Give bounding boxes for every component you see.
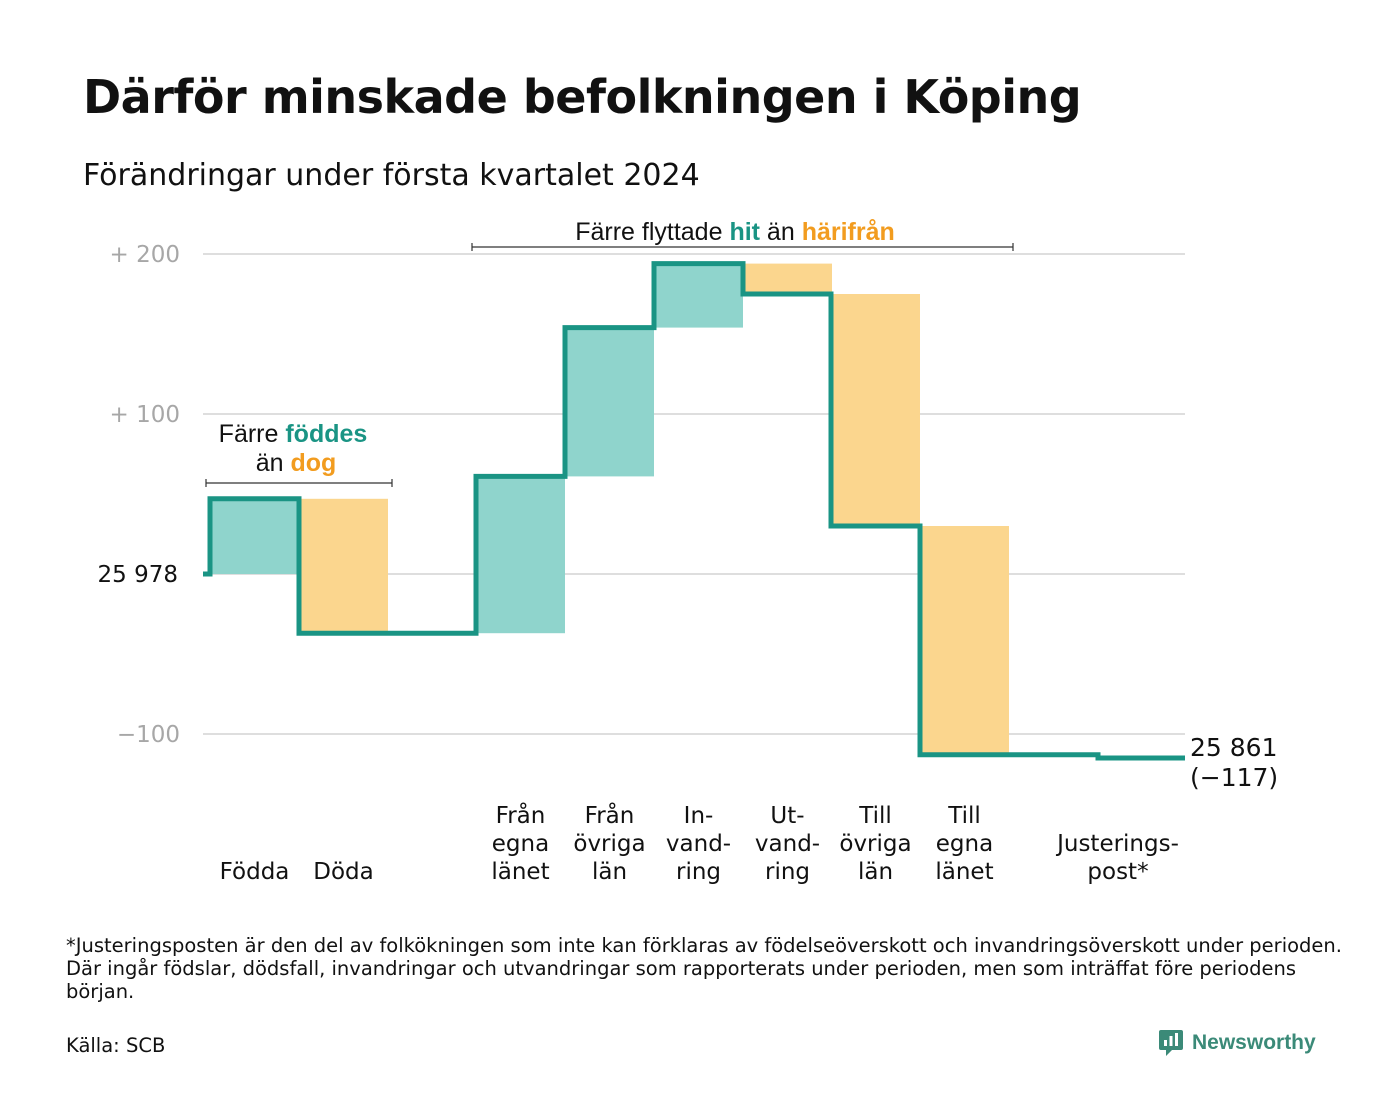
bar-chart-speech-bubble-icon — [1159, 1030, 1183, 1056]
bar-till-egna-länet — [920, 526, 1009, 755]
annotation-migration: Färre flyttade hit än härifrån — [575, 218, 895, 246]
category-label: vand- — [755, 831, 820, 857]
category-label: vand- — [666, 831, 731, 857]
category-label: länet — [491, 859, 549, 885]
category-label: Till — [947, 803, 981, 829]
category-label: Justerings- — [1055, 831, 1179, 857]
category-label: egna — [492, 831, 549, 857]
category-label: ring — [765, 859, 810, 885]
category-label: övriga — [573, 831, 645, 857]
source-label: Källa: SCB — [66, 1034, 166, 1057]
y-tick-label: + 100 — [110, 402, 180, 428]
bars-layer — [210, 263, 1009, 755]
category-label: län — [858, 859, 893, 885]
category-label: Döda — [313, 859, 373, 885]
population-step-line — [203, 261, 1185, 761]
chart-subtitle: Förändringar under första kvartalet 2024 — [83, 158, 700, 193]
category-label: Från — [496, 801, 546, 829]
category-label: län — [592, 859, 627, 885]
chart-title: Därför minskade befolkningen i Köping — [83, 70, 1082, 124]
y-tick-label: −100 — [117, 722, 180, 748]
bar-döda — [299, 498, 388, 634]
category-label: länet — [935, 859, 993, 885]
bar-invandring — [654, 263, 743, 328]
category-label: ring — [676, 859, 721, 885]
grid-layer — [203, 253, 1185, 735]
baseline-label: 25 978 — [98, 562, 178, 588]
newsworthy-logo[interactable]: Newsworthy — [1158, 1028, 1316, 1058]
footnote: *Justeringsposten är den del av folkökni… — [66, 934, 1342, 1003]
annotation-births-line2: än dog — [256, 449, 337, 477]
annotation-births-line1: Färre föddes — [219, 420, 368, 448]
category-label: egna — [936, 831, 993, 857]
category-label: övriga — [839, 831, 911, 857]
end-value-label: 25 861 — [1190, 733, 1277, 762]
category-label: In- — [684, 803, 714, 829]
category-label: Ut- — [770, 803, 804, 829]
end-change-label: (−117) — [1190, 763, 1278, 792]
bar-från-övriga-län — [565, 327, 654, 477]
bar-utvandring — [743, 263, 832, 294]
y-tick-label: + 200 — [110, 242, 180, 268]
bar-till-övriga-län — [831, 294, 920, 526]
category-label: post* — [1087, 859, 1148, 885]
category-label: Till — [858, 803, 892, 829]
line-layer — [203, 261, 1185, 761]
category-label: Födda — [220, 859, 290, 885]
logo-text: Newsworthy — [1192, 1031, 1316, 1054]
bar-födda — [210, 498, 299, 574]
bar-från-egna-länet — [476, 476, 565, 634]
category-label: Från — [585, 801, 635, 829]
